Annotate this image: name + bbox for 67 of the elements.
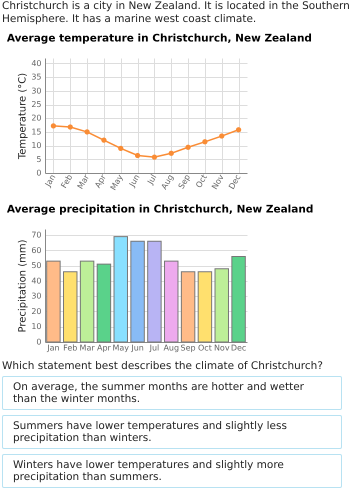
bar bbox=[80, 260, 94, 342]
x-tick-label: Apr bbox=[96, 344, 112, 352]
y-tick-label: 25 bbox=[31, 100, 42, 110]
bar bbox=[214, 268, 229, 342]
y-tick-label: 40 bbox=[31, 58, 42, 68]
x-tick-label: Jun bbox=[130, 344, 144, 352]
y-tick-label: 10 bbox=[31, 141, 42, 150]
x-tick-label: Nov bbox=[214, 344, 230, 352]
x-tick-label: Jan bbox=[42, 173, 58, 190]
y-tick-label: 0 bbox=[36, 168, 42, 178]
point bbox=[50, 123, 56, 129]
point bbox=[84, 129, 90, 135]
bar bbox=[130, 240, 145, 342]
x-tick-label: Mar bbox=[80, 344, 96, 352]
answer-option-box: On average, the summer months are hotter and wetter than the winter months. bbox=[2, 376, 342, 410]
y-axis-title: Precipitation (mm) bbox=[17, 239, 28, 332]
point bbox=[101, 138, 107, 143]
y-tick-label: 35 bbox=[31, 72, 42, 82]
bar bbox=[231, 256, 246, 342]
bar bbox=[114, 236, 128, 342]
chart-title: Average precipitation in Christchurch, New Zealand bbox=[6, 204, 314, 216]
point bbox=[134, 152, 140, 158]
x-tick-label: Jun bbox=[127, 173, 142, 190]
x-tick-label: Feb bbox=[59, 173, 74, 190]
y-tick-label: 40 bbox=[31, 276, 42, 286]
point bbox=[68, 124, 73, 130]
x-tick-label: Oct bbox=[198, 344, 212, 352]
point bbox=[152, 154, 158, 160]
point bbox=[202, 139, 208, 144]
x-tick-label: Jan bbox=[46, 344, 60, 352]
y-tick-label: 50 bbox=[31, 261, 42, 270]
y-tick-label: 70 bbox=[31, 230, 42, 240]
x-tick-label: Oct bbox=[194, 173, 209, 190]
point bbox=[236, 127, 242, 132]
bar bbox=[46, 260, 61, 342]
bar bbox=[198, 271, 212, 342]
text: Christchurch is a city in New Zealand. It is located in the Southern Hemisphere. It has a marine west coast climate. bbox=[2, 0, 351, 26]
y-tick-label: 60 bbox=[31, 246, 42, 255]
bar bbox=[147, 240, 162, 342]
x-tick-label: Jul bbox=[148, 344, 160, 352]
y-axis-title: Temperature (°C) bbox=[17, 72, 28, 160]
x-tick-label: Jul bbox=[145, 173, 158, 187]
bar bbox=[63, 271, 78, 342]
point bbox=[219, 133, 224, 139]
chart-title: Average temperature in Christchurch, New Zealand bbox=[6, 32, 312, 44]
x-tick-label: May bbox=[112, 344, 130, 352]
x-tick-label: Aug bbox=[163, 344, 180, 352]
y-tick-label: 0 bbox=[36, 338, 42, 346]
y-tick-label: 5 bbox=[36, 154, 42, 164]
bar bbox=[96, 264, 112, 342]
y-tick-label: 10 bbox=[31, 322, 42, 332]
y-tick-label: 20 bbox=[31, 114, 42, 123]
x-tick-label: Dec bbox=[230, 344, 246, 352]
x-tick-label: Feb bbox=[63, 344, 78, 352]
y-tick-label: 30 bbox=[31, 86, 42, 96]
y-tick-label: 20 bbox=[31, 306, 42, 316]
answer-option-box: Winters have lower temperatures and slightly more precipitation than summers. bbox=[2, 454, 342, 488]
y-tick-label: 15 bbox=[31, 127, 42, 136]
x-tick-label: Sep bbox=[180, 344, 196, 352]
bar bbox=[164, 260, 178, 342]
bar bbox=[180, 271, 196, 342]
point bbox=[118, 146, 124, 151]
point bbox=[168, 150, 174, 156]
y-tick-label: 30 bbox=[31, 292, 42, 301]
text: Which statement best describes the climate of Christchurch? bbox=[2, 360, 324, 372]
point bbox=[185, 144, 191, 150]
answer-option-box: Summers have lower temperatures and slightly less precipitation than winters. bbox=[2, 415, 342, 449]
